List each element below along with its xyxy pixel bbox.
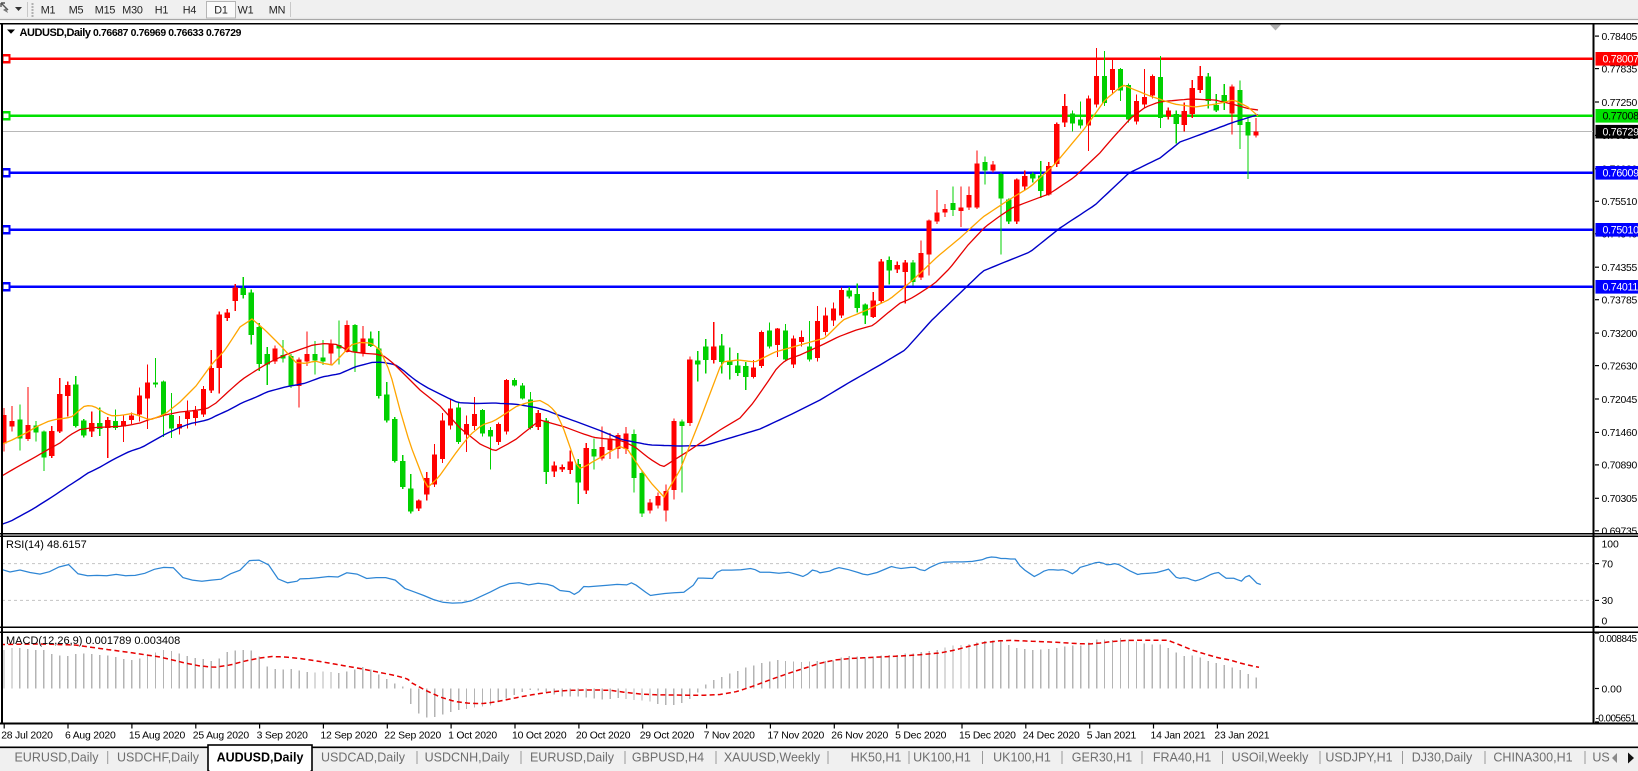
svg-text:0.76009: 0.76009 — [1603, 168, 1638, 180]
svg-text:0.75510: 0.75510 — [1602, 197, 1638, 208]
svg-text:26 Nov 2020: 26 Nov 2020 — [831, 731, 888, 742]
svg-text:M15: M15 — [95, 4, 116, 16]
svg-text:28 Jul 2020: 28 Jul 2020 — [1, 731, 53, 742]
svg-text:USDCHF,Daily: USDCHF,Daily — [117, 751, 200, 765]
svg-text:23 Jan 2021: 23 Jan 2021 — [1214, 731, 1269, 742]
svg-text:0.77008: 0.77008 — [1603, 111, 1638, 123]
svg-text:USDCAD,Daily: USDCAD,Daily — [321, 751, 406, 765]
svg-text:0.74355: 0.74355 — [1602, 263, 1638, 274]
svg-text:XAUUSD,Weekly: XAUUSD,Weekly — [724, 751, 821, 765]
svg-text:22 Sep 2020: 22 Sep 2020 — [384, 731, 441, 742]
svg-text:7 Nov 2020: 7 Nov 2020 — [704, 731, 756, 742]
svg-text:-0.005651: -0.005651 — [1596, 714, 1637, 725]
svg-text:0.72630: 0.72630 — [1602, 361, 1638, 372]
svg-text:0.78007: 0.78007 — [1603, 54, 1638, 66]
svg-text:0.69735: 0.69735 — [1602, 527, 1638, 538]
svg-text:3 Sep 2020: 3 Sep 2020 — [257, 731, 309, 742]
svg-text:12 Sep 2020: 12 Sep 2020 — [320, 731, 377, 742]
svg-text:UK100,H1: UK100,H1 — [913, 751, 971, 765]
svg-text:6 Aug 2020: 6 Aug 2020 — [65, 731, 116, 742]
svg-text:M1: M1 — [41, 4, 56, 16]
svg-text:H1: H1 — [155, 4, 169, 16]
svg-text:5 Jan 2021: 5 Jan 2021 — [1087, 731, 1137, 742]
svg-text:M5: M5 — [69, 4, 84, 16]
svg-text:RSI(14) 48.6157: RSI(14) 48.6157 — [6, 539, 87, 551]
svg-text:1 Oct 2020: 1 Oct 2020 — [448, 731, 497, 742]
svg-text:0.72045: 0.72045 — [1602, 395, 1638, 406]
svg-text:24 Dec 2020: 24 Dec 2020 — [1023, 731, 1080, 742]
svg-text:25 Aug 2020: 25 Aug 2020 — [193, 731, 250, 742]
svg-text:M30: M30 — [122, 4, 143, 16]
svg-text:0.76687 0.76969 0.76633 0.7672: 0.76687 0.76969 0.76633 0.76729 — [93, 28, 242, 39]
svg-text:14 Jan 2021: 14 Jan 2021 — [1151, 731, 1206, 742]
svg-text:H4: H4 — [183, 4, 197, 16]
svg-text:MN: MN — [269, 4, 285, 16]
svg-text:US: US — [1592, 751, 1609, 765]
svg-text:5 Dec 2020: 5 Dec 2020 — [895, 731, 947, 742]
svg-text:0.74011: 0.74011 — [1603, 282, 1638, 294]
svg-text:GBPUSD,H4: GBPUSD,H4 — [632, 751, 704, 765]
svg-text:0.76729: 0.76729 — [1603, 127, 1638, 139]
svg-text:AUDUSD,Daily: AUDUSD,Daily — [20, 27, 92, 39]
svg-text:15 Aug 2020: 15 Aug 2020 — [129, 731, 186, 742]
svg-text:HK50,H1: HK50,H1 — [851, 751, 902, 765]
svg-text:100: 100 — [1602, 539, 1620, 550]
svg-text:0.71460: 0.71460 — [1602, 428, 1638, 439]
svg-text:10 Oct 2020: 10 Oct 2020 — [512, 731, 567, 742]
svg-text:0.75010: 0.75010 — [1603, 225, 1638, 237]
svg-text:USDJPY,H1: USDJPY,H1 — [1325, 751, 1392, 765]
svg-text:0.78405: 0.78405 — [1602, 32, 1638, 43]
svg-text:0.73785: 0.73785 — [1602, 296, 1638, 307]
svg-text:USDCNH,Daily: USDCNH,Daily — [425, 751, 510, 765]
svg-text:0.00: 0.00 — [1602, 684, 1622, 695]
svg-text:D1: D1 — [214, 4, 228, 16]
svg-text:0: 0 — [1602, 616, 1608, 627]
svg-text:UK100,H1: UK100,H1 — [993, 751, 1051, 765]
svg-text:EURUSD,Daily: EURUSD,Daily — [530, 751, 615, 765]
svg-text:0.73200: 0.73200 — [1602, 329, 1638, 340]
svg-text:0.008845: 0.008845 — [1599, 634, 1638, 645]
svg-text:MACD(12,26,9) 0.001789 0.00340: MACD(12,26,9) 0.001789 0.003408 — [6, 635, 180, 647]
svg-text:0.77835: 0.77835 — [1602, 64, 1638, 75]
svg-text:AUDUSD,Daily: AUDUSD,Daily — [217, 751, 304, 765]
svg-text:0.70305: 0.70305 — [1602, 494, 1638, 505]
svg-text:CHINA300,H1: CHINA300,H1 — [1493, 751, 1572, 765]
svg-text:0.77250: 0.77250 — [1602, 98, 1638, 109]
svg-text:17 Nov 2020: 17 Nov 2020 — [767, 731, 824, 742]
svg-text:DJ30,Daily: DJ30,Daily — [1412, 751, 1473, 765]
svg-text:20 Oct 2020: 20 Oct 2020 — [576, 731, 631, 742]
svg-text:USOil,Weekly: USOil,Weekly — [1232, 751, 1310, 765]
svg-text:W1: W1 — [238, 4, 254, 16]
svg-text:FRA40,H1: FRA40,H1 — [1153, 751, 1211, 765]
svg-text:EURUSD,Daily: EURUSD,Daily — [14, 751, 99, 765]
svg-text:0.70890: 0.70890 — [1602, 461, 1638, 472]
svg-text:29 Oct 2020: 29 Oct 2020 — [640, 731, 695, 742]
svg-text:15 Dec 2020: 15 Dec 2020 — [959, 731, 1016, 742]
svg-text:70: 70 — [1602, 559, 1614, 570]
svg-text:30: 30 — [1602, 596, 1614, 607]
svg-text:GER30,H1: GER30,H1 — [1072, 751, 1132, 765]
